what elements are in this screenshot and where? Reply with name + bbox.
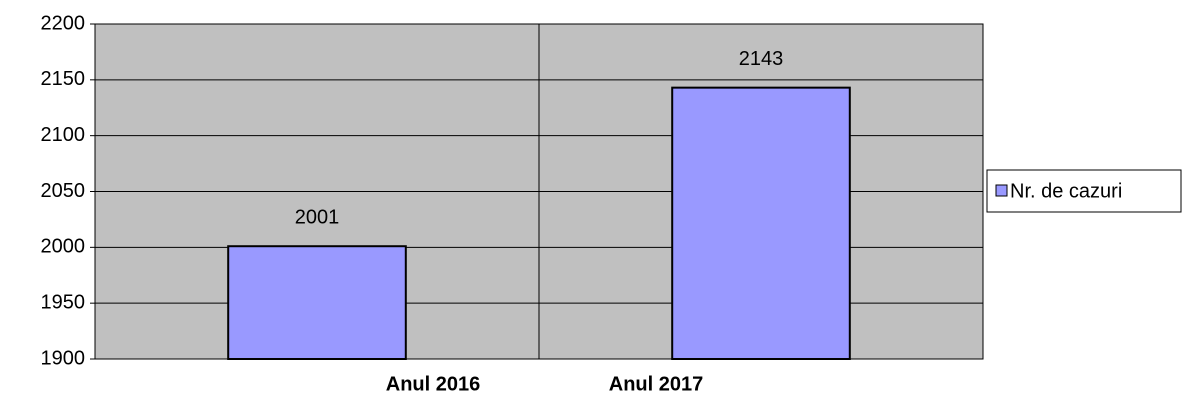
y-tick-label: 1950	[41, 291, 86, 313]
legend-label: Nr. de cazuri	[1010, 180, 1122, 202]
x-tick-label: Anul 2017	[609, 373, 703, 395]
plot-border	[94, 23, 984, 360]
y-tick-label: 2000	[41, 236, 86, 258]
y-tick-label: 1900	[41, 347, 86, 369]
legend-swatch	[995, 184, 1008, 197]
bar	[671, 86, 851, 361]
x-tick-label: Anul 2016	[386, 373, 480, 395]
value-label: 2143	[739, 48, 784, 70]
y-tick-label: 2050	[41, 180, 86, 202]
y-tick-label: 2100	[41, 124, 86, 146]
legend-box	[986, 169, 1182, 213]
bar	[227, 245, 407, 360]
y-tick-label: 2150	[41, 68, 86, 90]
y-tick-label: 2200	[41, 12, 86, 34]
value-label: 2001	[295, 206, 340, 228]
